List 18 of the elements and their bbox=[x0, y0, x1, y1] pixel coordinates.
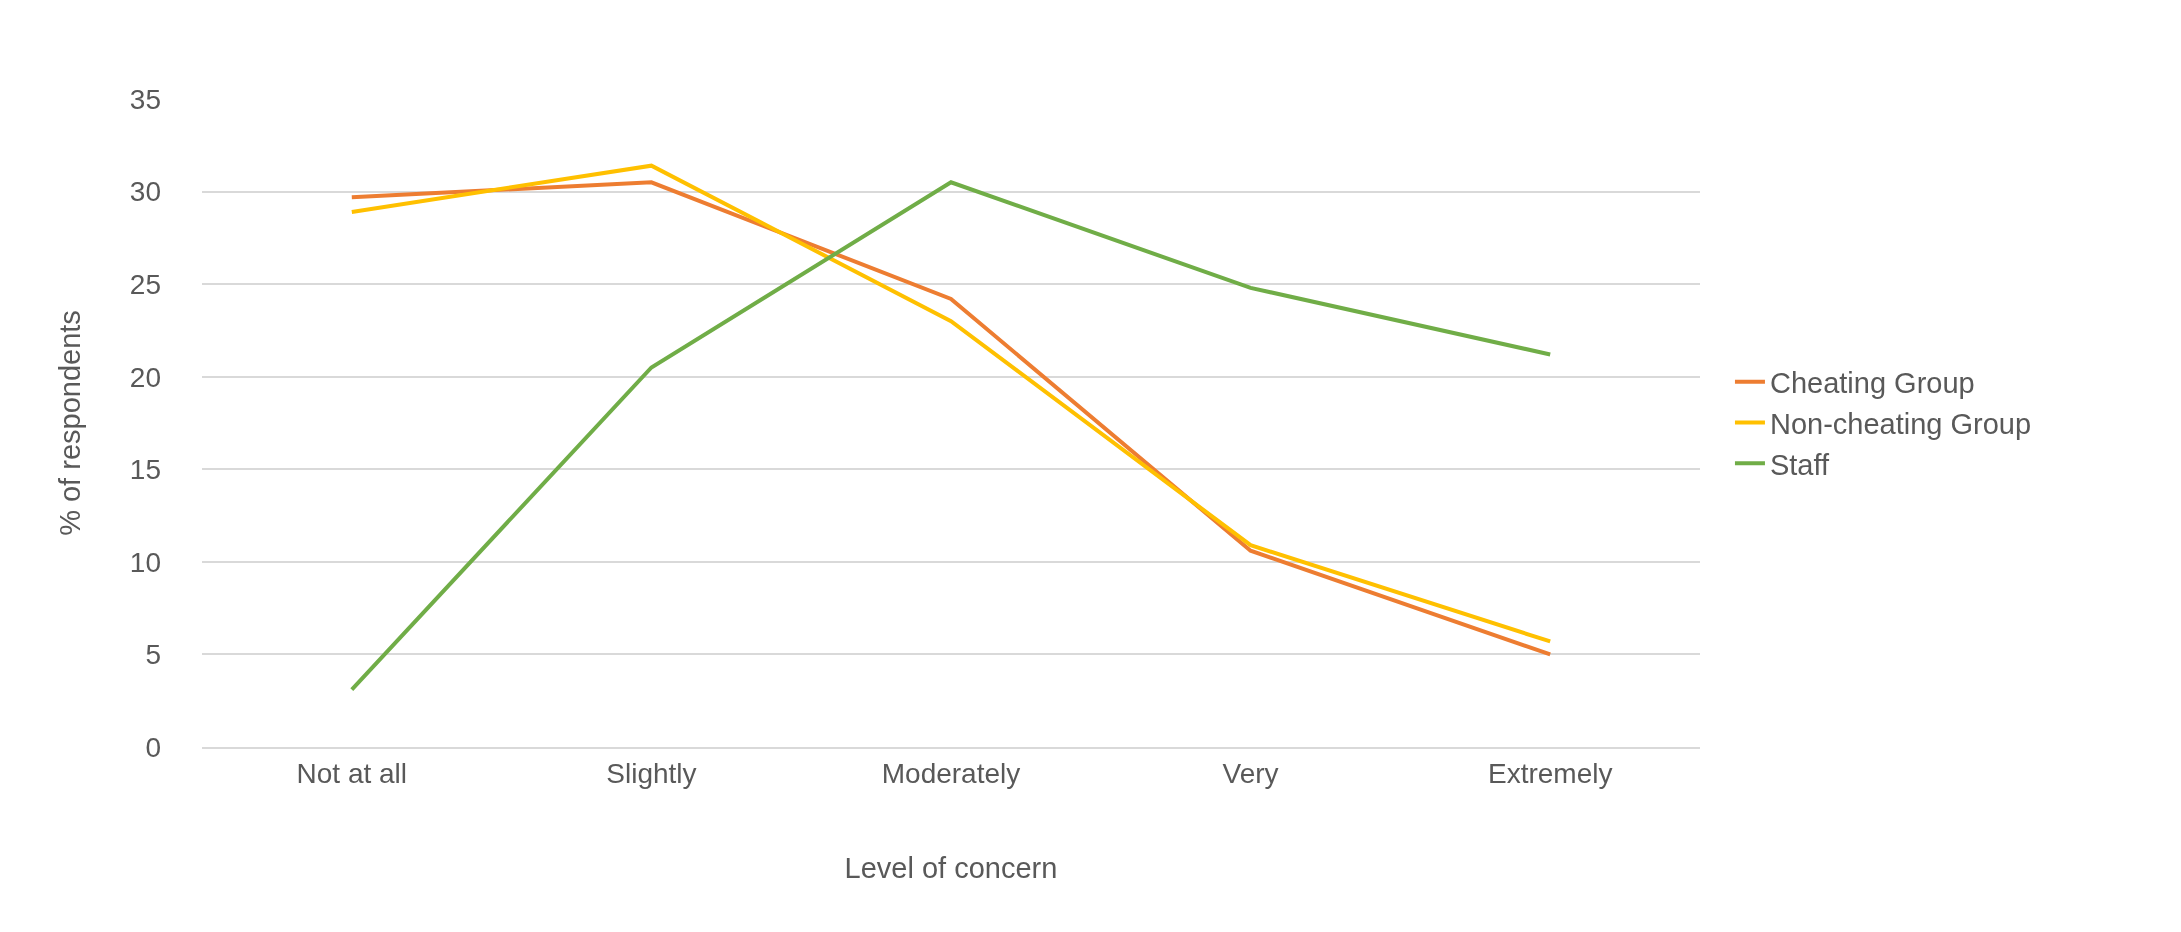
y-tick-label: 25 bbox=[129, 268, 161, 300]
x-tick-label: Moderately bbox=[881, 757, 1021, 789]
x-tick-label: Slightly bbox=[606, 757, 697, 789]
x-axis-title: Level of concern bbox=[844, 851, 1058, 884]
y-tick-label: 35 bbox=[129, 83, 161, 115]
x-tick-label: Not at all bbox=[296, 757, 408, 789]
y-tick-label: 5 bbox=[145, 639, 161, 671]
y-tick-label: 10 bbox=[129, 546, 161, 578]
x-tick-label: Very bbox=[1222, 757, 1279, 789]
y-tick-label: 0 bbox=[145, 731, 161, 763]
legend-label: Non-cheating Group bbox=[1769, 407, 2032, 440]
legend-label: Staff bbox=[1769, 448, 1831, 481]
y-tick-label: 30 bbox=[129, 176, 161, 208]
legend-label: Cheating Group bbox=[1769, 367, 1975, 400]
x-tick-label: Extremely bbox=[1487, 757, 1613, 789]
y-tick-label: 20 bbox=[129, 361, 161, 393]
y-axis-title: % of respondents bbox=[54, 310, 87, 536]
y-tick-label: 15 bbox=[129, 454, 161, 486]
